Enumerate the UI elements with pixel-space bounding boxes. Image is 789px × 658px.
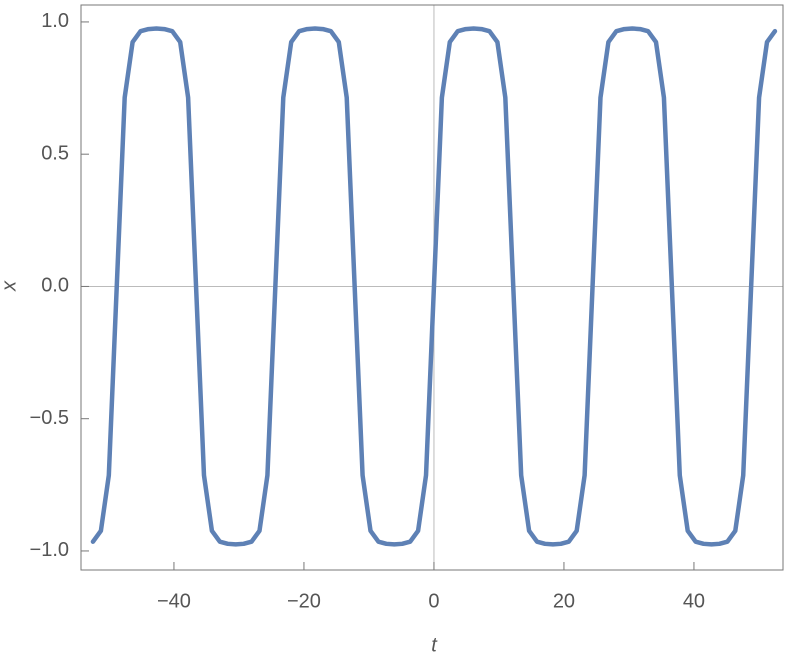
- data-line: [90, 26, 778, 547]
- plot-frame: [80, 4, 784, 571]
- y-tick-label: 0.5: [41, 142, 69, 164]
- y-tick-label: 0.0: [41, 275, 69, 297]
- x-tick-label: −20: [287, 590, 321, 612]
- y-tick-label: −1.0: [30, 539, 69, 561]
- x-tick-label: 0: [428, 590, 439, 612]
- x-axis-label: t: [431, 634, 438, 656]
- y-tick-label: 1.0: [41, 10, 69, 32]
- x-tick-label: −40: [157, 590, 191, 612]
- y-tick-label: −0.5: [30, 407, 69, 429]
- x-tick-label: 40: [683, 590, 705, 612]
- x-tick-label: 20: [553, 590, 575, 612]
- y-axis-label: x: [0, 280, 20, 292]
